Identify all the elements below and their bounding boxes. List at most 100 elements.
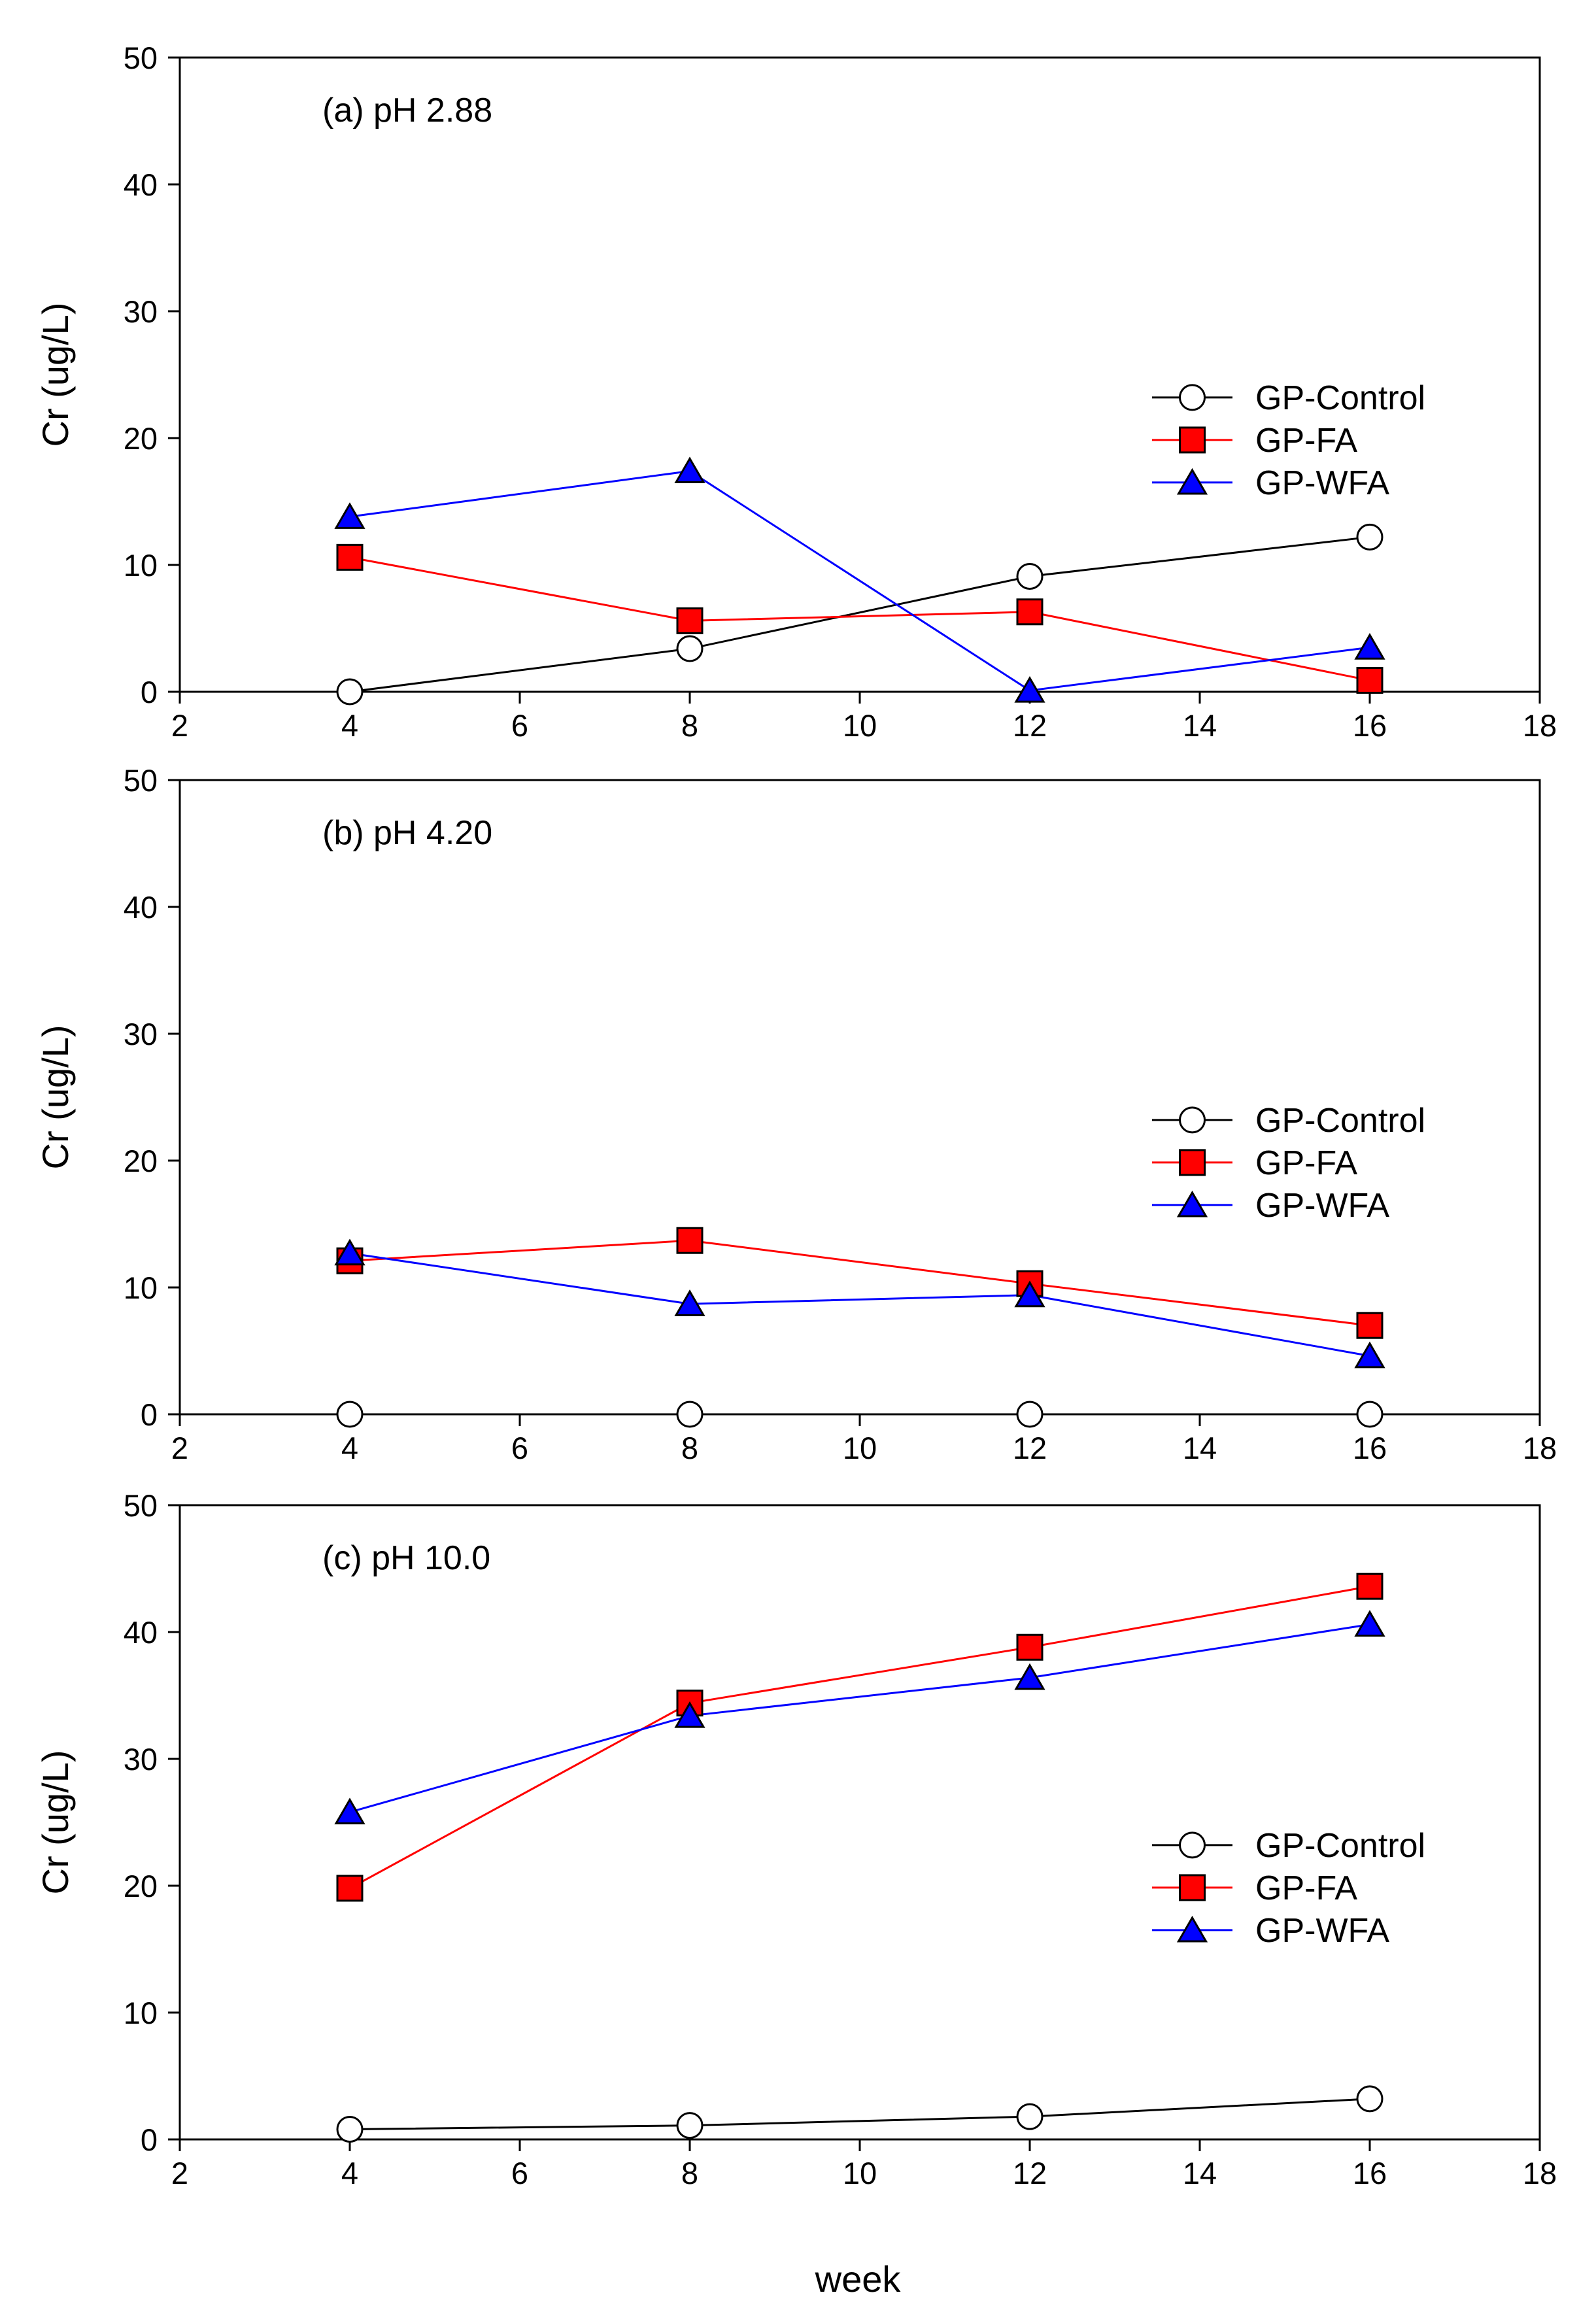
x-tick-label: 6 [511,2156,528,2190]
legend-marker-gp-fa [1179,1149,1206,1176]
x-tick-label: 2 [171,708,188,743]
series-line-gp-control [349,2098,1370,2130]
data-point-gp-fa [336,543,364,571]
y-tick-label: 20 [124,1869,158,1903]
data-point-gp-control [676,2112,704,2139]
data-point-gp-wfa [674,1701,705,1728]
series-line-gp-fa [349,556,1370,682]
y-tick-label: 10 [124,548,158,583]
series-line-gp-wfa [349,469,1370,692]
legend-marker-gp-control [1179,384,1206,411]
data-point-gp-wfa [1014,1280,1045,1308]
x-tick-label: 10 [843,708,877,743]
series-line-gp-fa [349,1239,1370,1327]
data-point-gp-control [1016,2103,1044,2130]
y-tick-label: 0 [141,675,158,709]
legend-marker-gp-wfa [1176,468,1208,495]
series-line-gp-wfa [349,1252,1370,1357]
chart-panel-2: 2 4 6 8 10 12 14 16 18 0 10 20 30 40 50 Cr (ug/L) (b) pH… [35,763,1557,1465]
y-tick-label: 20 [124,1144,158,1178]
data-point-gp-wfa [1354,1341,1385,1369]
legend-marker-gp-wfa [1176,1915,1208,1943]
data-point-gp-fa [336,1875,364,1902]
data-point-gp-wfa [1354,1610,1385,1637]
x-tick-label: 6 [511,1431,528,1465]
x-tick-label: 16 [1353,708,1387,743]
y-axis-title: Cr (ug/L) [35,303,76,447]
data-point-gp-control [1016,1401,1044,1428]
x-tick-label: 14 [1183,708,1217,743]
x-tick-label: 8 [681,2156,698,2190]
y-tick-label: 50 [124,1488,158,1523]
series-line-gp-control [349,536,1370,693]
x-tick-label: 4 [341,708,358,743]
x-tick-label: 18 [1523,1431,1557,1465]
series-line-gp-wfa [349,1623,1370,1813]
data-point-gp-fa [1356,1312,1384,1339]
y-tick-label: 10 [124,1270,158,1305]
legend-marker-gp-control [1179,1106,1206,1134]
legend-marker-gp-fa [1179,426,1206,454]
legend-label: GP-FA [1255,1144,1357,1182]
plot-frame [178,56,1541,693]
data-point-gp-wfa [1014,1663,1045,1690]
data-point-gp-control [336,2115,364,2143]
x-tick-label: 8 [681,1431,698,1465]
legend-marker-gp-wfa [1176,1190,1208,1217]
y-tick-label: 30 [124,1742,158,1777]
data-point-gp-wfa [674,1289,705,1316]
data-point-gp-wfa [1014,675,1045,703]
data-point-gp-control [676,635,704,662]
x-tick-label: 10 [843,1431,877,1465]
legend-label: GP-WFA [1255,1187,1389,1225]
y-tick-label: 30 [124,294,158,329]
data-point-gp-fa [1016,1633,1044,1661]
y-tick-label: 50 [124,763,158,798]
plot-frame [178,1504,1541,2141]
data-point-gp-wfa [674,456,705,484]
x-tick-label: 18 [1523,2156,1557,2190]
x-tick-label: 12 [1013,708,1047,743]
legend-label: GP-FA [1255,422,1357,460]
y-tick-label: 0 [141,1397,158,1432]
data-point-gp-wfa [334,502,365,529]
panel-title: (a) pH 2.88 [322,92,492,129]
panel-title: (b) pH 4.20 [322,814,492,852]
x-tick-label: 18 [1523,708,1557,743]
x-tick-label: 4 [341,1431,358,1465]
x-tick-label: 4 [341,2156,358,2190]
y-tick-label: 20 [124,421,158,456]
data-point-gp-control [1016,562,1044,590]
y-axis-title: Cr (ug/L) [35,1750,76,1895]
data-point-gp-control [1356,2085,1384,2113]
y-tick-label: 50 [124,41,158,75]
x-tick-label: 2 [171,2156,188,2190]
legend-label: GP-WFA [1255,464,1389,502]
legend-label: GP-Control [1255,1102,1425,1140]
x-tick-label: 16 [1353,1431,1387,1465]
data-point-gp-fa [1356,667,1384,694]
x-tick-label: 12 [1013,1431,1047,1465]
x-tick-label: 14 [1183,2156,1217,2190]
x-tick-label: 10 [843,2156,877,2190]
x-tick-label: 14 [1183,1431,1217,1465]
x-tick-label: 2 [171,1431,188,1465]
legend-marker-gp-fa [1179,1874,1206,1901]
series-line-gp-fa [349,1585,1370,1890]
chart-panel-3: 2 4 6 8 10 12 14 16 18 0 10 20 30 40 50 Cr (ug/L) (c) pH… [35,1488,1557,2190]
x-axis-title: week [815,2258,902,2300]
data-point-gp-control [336,1401,364,1428]
y-axis-title: Cr (ug/L) [35,1025,76,1170]
data-point-gp-control [336,678,364,706]
data-point-gp-control [676,1401,704,1428]
legend-label: GP-Control [1255,379,1425,417]
x-tick-label: 8 [681,708,698,743]
data-point-gp-fa [676,607,704,634]
legend-label: GP-Control [1255,1827,1425,1865]
plot-frame [178,779,1541,1416]
data-point-gp-control [1356,1401,1384,1428]
data-point-gp-wfa [1354,633,1385,660]
y-tick-label: 0 [141,2122,158,2157]
data-point-gp-fa [676,1227,704,1254]
